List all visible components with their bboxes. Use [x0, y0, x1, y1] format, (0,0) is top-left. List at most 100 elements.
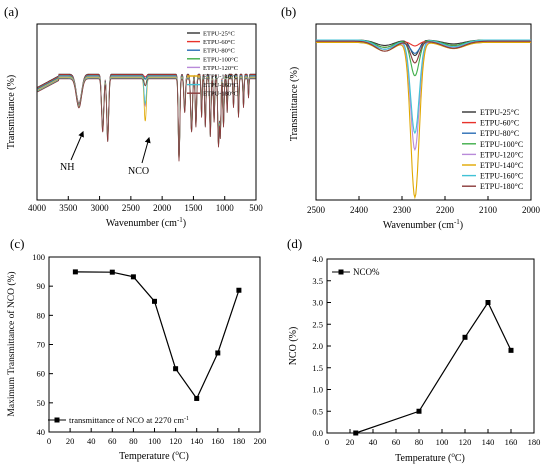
panel-c-x-ticks: 0 20 40 60 80 100 120 140 160 180 200 — [47, 428, 267, 446]
panel-a-xlabel-tail: ) — [183, 218, 186, 229]
panel-b-series-line — [316, 40, 531, 64]
panel-d-data-point — [462, 334, 468, 340]
panel-c-data-point — [109, 269, 115, 275]
panel-d-x-tick-label: 100 — [436, 437, 449, 447]
panel-c-series-line — [75, 271, 240, 400]
panel-a-legend-label: ETPU-160°C — [203, 82, 238, 89]
panel-a-x-tick-label: 3000 — [91, 203, 110, 213]
panel-d-legend-text: NCO% — [353, 267, 380, 277]
panel-b-legend-label: ETPU-120°C — [480, 150, 523, 159]
panel-b-series-line — [316, 41, 531, 200]
panel-b-x-tick-label: 2100 — [479, 205, 498, 215]
panel-d-xlabel-sup: o — [451, 451, 455, 459]
panel-a-x-tick-label: 1500 — [184, 203, 203, 213]
panel-b-xlabel-tail: ) — [460, 220, 463, 231]
panel-b-legend-label: ETPU-180°C — [480, 182, 523, 191]
panel-a: (a) Transmittance (%) Wavenumber (cm-1) … — [4, 4, 263, 229]
panel-a-legend-label: ETPU-25°C — [203, 31, 235, 38]
panel-c-xlabel-text: Temperature ( — [119, 451, 176, 462]
panel-c-data-point — [152, 298, 157, 304]
panel-c-xlabel: Temperature (oC) — [119, 449, 189, 462]
panel-d-legend-marker — [338, 269, 344, 275]
panel-b-x-tick-label: 2400 — [350, 205, 369, 215]
panel-d-data-point — [485, 300, 491, 305]
panel-c-x-tick-label: 80 — [129, 436, 138, 446]
panel-c-x-tick-label: 200 — [254, 436, 267, 446]
panel-c-series — [72, 269, 242, 401]
panel-d-x-tick-label: 0 — [325, 437, 329, 447]
panel-a-series-lines — [37, 73, 256, 162]
panel-b-legend: ETPU-25°CETPU-60°CETPU-80°CETPU-100°CETP… — [462, 108, 523, 191]
panel-a-legend-label: ETPU-60°C — [203, 39, 235, 46]
panel-b-label: (b) — [281, 4, 296, 19]
panel-d-x-ticks: 0 20 40 60 80 100 120 140 160 180 — [325, 429, 541, 447]
panel-c-xlabel-tail: C) — [179, 451, 189, 462]
panel-d-x-tick-label: 20 — [346, 437, 355, 447]
panel-c-ylabel: Maximum Transmittance of NCO (%) — [6, 271, 17, 416]
panel-c-x-tick-label: 40 — [87, 436, 96, 446]
panel-a-arrow-nco — [141, 136, 151, 164]
panel-c-data-point — [236, 287, 242, 293]
panel-b-xlabel-sup: -1 — [454, 218, 460, 226]
panel-d-frame — [326, 258, 535, 434]
panel-d-data-point — [353, 430, 359, 436]
panel-c-x-tick-label: 20 — [66, 436, 75, 446]
panel-d-legend: NCO% — [332, 267, 380, 277]
panel-a-legend-label: ETPU-120°C — [203, 65, 238, 72]
panel-d-xlabel-text: Temperature ( — [395, 453, 452, 464]
panel-d-xlabel: Temperature (oC) — [395, 451, 465, 464]
panel-b-series-line — [316, 39, 531, 135]
panel-b-legend-label: ETPU-25°C — [480, 108, 519, 117]
panel-c-y-tick-label: 90 — [37, 281, 46, 291]
panel-b-x-tick-label: 2500 — [307, 205, 326, 215]
panel-c-legend-label: transmittance of NCO at 2270 cm — [69, 415, 184, 425]
panel-b-series-lines — [316, 39, 531, 200]
panel-c-label: (c) — [10, 236, 24, 251]
panel-a-frame — [36, 23, 257, 201]
panel-c-x-tick-label: 100 — [148, 436, 161, 446]
panel-c-x-tick-label: 60 — [108, 436, 117, 446]
panel-c-x-tick-label: 180 — [233, 436, 246, 446]
panel-a-x-tick-label: 1000 — [216, 203, 235, 213]
panel-c-x-tick-label: 160 — [211, 436, 224, 446]
panel-b: (b) Transmittance (%) Wavenumber (cm-1) … — [281, 4, 541, 231]
panel-b-ylabel: Transmittance (%) — [289, 67, 300, 141]
panel-d-data-point — [508, 347, 514, 353]
panel-c-y-tick-label: 100 — [32, 252, 45, 262]
panel-d-y-ticks: 0.0 0.5 1.0 1.5 2.0 2.5 3.0 3.5 4.0 — [312, 254, 331, 438]
panel-c-legend-text: transmittance of NCO at 2270 cm-1 — [69, 415, 189, 425]
panel-a-x-tick-label: 3500 — [59, 203, 78, 213]
panel-c-x-tick-label: 0 — [47, 436, 51, 446]
panel-a-legend-label: ETPU-140°C — [203, 74, 238, 81]
panel-c-data-point — [194, 395, 200, 401]
panel-d-y-tick-label: 1.5 — [312, 363, 323, 373]
panel-a-series-line — [37, 78, 256, 162]
panel-c: (c) Maximum Transmittance of NCO (%) Tem… — [6, 236, 266, 462]
panel-b-frame — [315, 23, 532, 201]
panel-c-xlabel-sup: o — [175, 449, 179, 457]
panel-a-legend-label: ETPU-100°C — [203, 56, 238, 63]
panel-d-y-tick-label: 3.5 — [312, 276, 323, 286]
panel-a-label: (a) — [4, 4, 18, 19]
panel-d-y-tick-label: 3.0 — [312, 298, 323, 308]
panel-d-x-tick-label: 60 — [392, 437, 401, 447]
panel-a-x-tick-label: 2500 — [122, 203, 141, 213]
panel-a-xlabel: Wavenumber (cm-1) — [106, 216, 186, 229]
panel-a-annotation-nco: NCO — [128, 166, 149, 177]
panel-c-y-ticks: 40 50 60 70 80 90 100 — [32, 252, 53, 437]
panel-b-xlabel: Wavenumber (cm-1) — [383, 218, 463, 231]
panel-d-x-tick-label: 120 — [459, 437, 472, 447]
panel-b-x-ticks: 2500 2400 2300 2200 2100 2000 — [307, 196, 541, 215]
panel-d-x-tick-label: 180 — [528, 437, 541, 447]
panel-d-y-tick-label: 4.0 — [312, 254, 323, 264]
panel-d-y-tick-label: 0.5 — [312, 406, 323, 416]
panel-d-x-tick-label: 40 — [369, 437, 378, 447]
panel-b-legend-label: ETPU-80°C — [480, 129, 519, 138]
panel-a-ylabel: Transmittance (%) — [6, 75, 17, 149]
panel-d-data-point — [416, 408, 422, 414]
panel-d-label: (d) — [287, 236, 302, 251]
panel-a-xlabel-text: Wavenumber (cm — [106, 218, 177, 229]
panel-c-y-tick-label: 40 — [37, 427, 46, 437]
